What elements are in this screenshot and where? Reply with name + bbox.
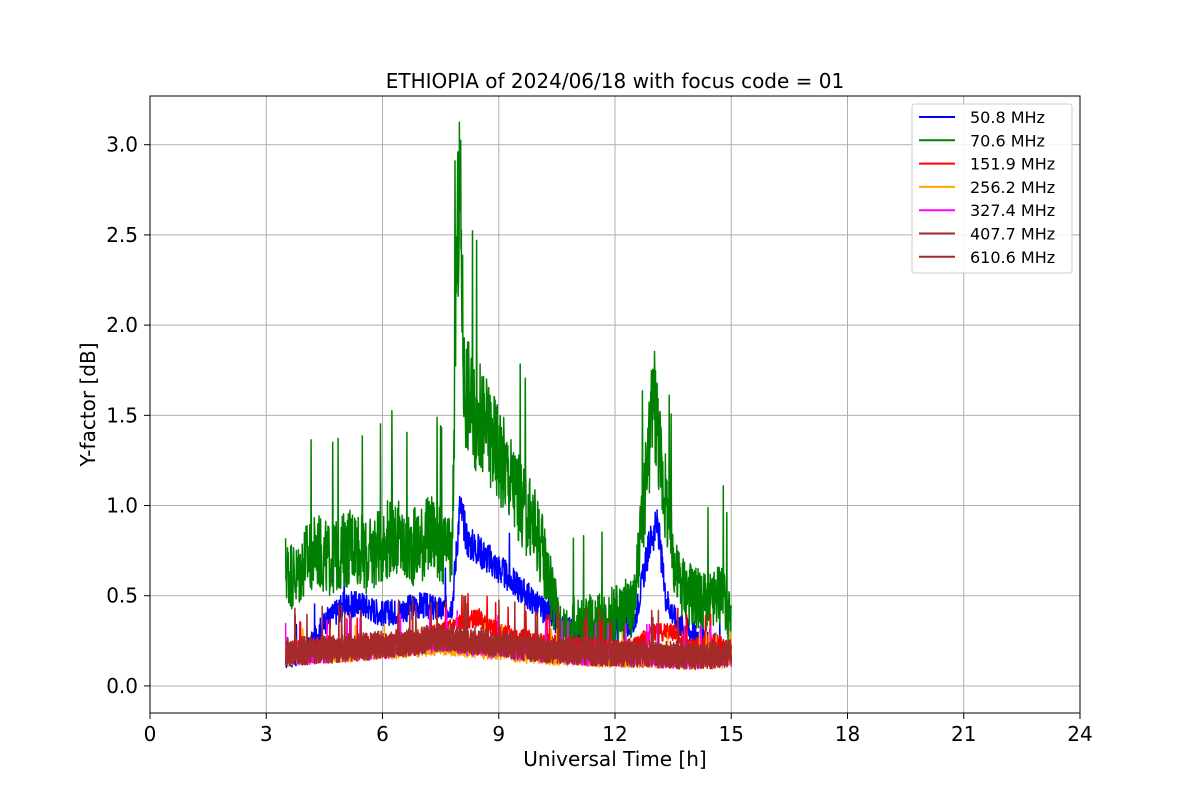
legend-label: 256.2 MHz <box>970 178 1055 197</box>
legend-box <box>911 103 1073 274</box>
series-line <box>284 595 733 670</box>
y-axis-label: Y-factor [dB] <box>76 342 100 467</box>
y-tick-label: 1.5 <box>106 403 138 427</box>
y-tick-label: 1.0 <box>106 494 138 518</box>
x-tick-label: 9 <box>492 722 505 746</box>
legend-label: 610.6 MHz <box>970 248 1055 267</box>
legend-label: 50.8 MHz <box>970 108 1045 127</box>
x-tick-label: 3 <box>260 722 273 746</box>
series-layer <box>284 121 733 671</box>
series-line <box>284 121 733 657</box>
x-tick-label: 18 <box>835 722 860 746</box>
x-tick-label: 6 <box>376 722 389 746</box>
y-tick-label: 0.5 <box>106 584 138 608</box>
x-tick-label: 21 <box>951 722 976 746</box>
series-line <box>284 495 733 669</box>
x-tick-label: 24 <box>1067 722 1092 746</box>
x-tick-label: 0 <box>144 722 157 746</box>
y-tick-label: 3.0 <box>106 133 138 157</box>
legend: 50.8 MHz 70.6 MHz 151.9 MHz 256.2 MHz 327.4… <box>911 103 1073 274</box>
legend-label: 70.6 MHz <box>970 131 1045 150</box>
ticks: 0 3 6 9 12 15 18 21 24 0.0 0.5 1.0 1.5 2.0 2.5 3.0 <box>106 133 1093 746</box>
x-tick-label: 15 <box>719 722 744 746</box>
x-tick-label: 12 <box>602 722 627 746</box>
chart-title: ETHIOPIA of 2024/06/18 with focus code =… <box>386 69 844 93</box>
y-tick-label: 0.0 <box>106 674 138 698</box>
y-tick-label: 2.5 <box>106 223 138 247</box>
legend-label: 407.7 MHz <box>970 225 1055 244</box>
y-tick-label: 2.0 <box>106 313 138 337</box>
x-axis-label: Universal Time [h] <box>523 747 706 771</box>
legend-label: 151.9 MHz <box>970 155 1055 174</box>
legend-label: 327.4 MHz <box>970 201 1055 220</box>
